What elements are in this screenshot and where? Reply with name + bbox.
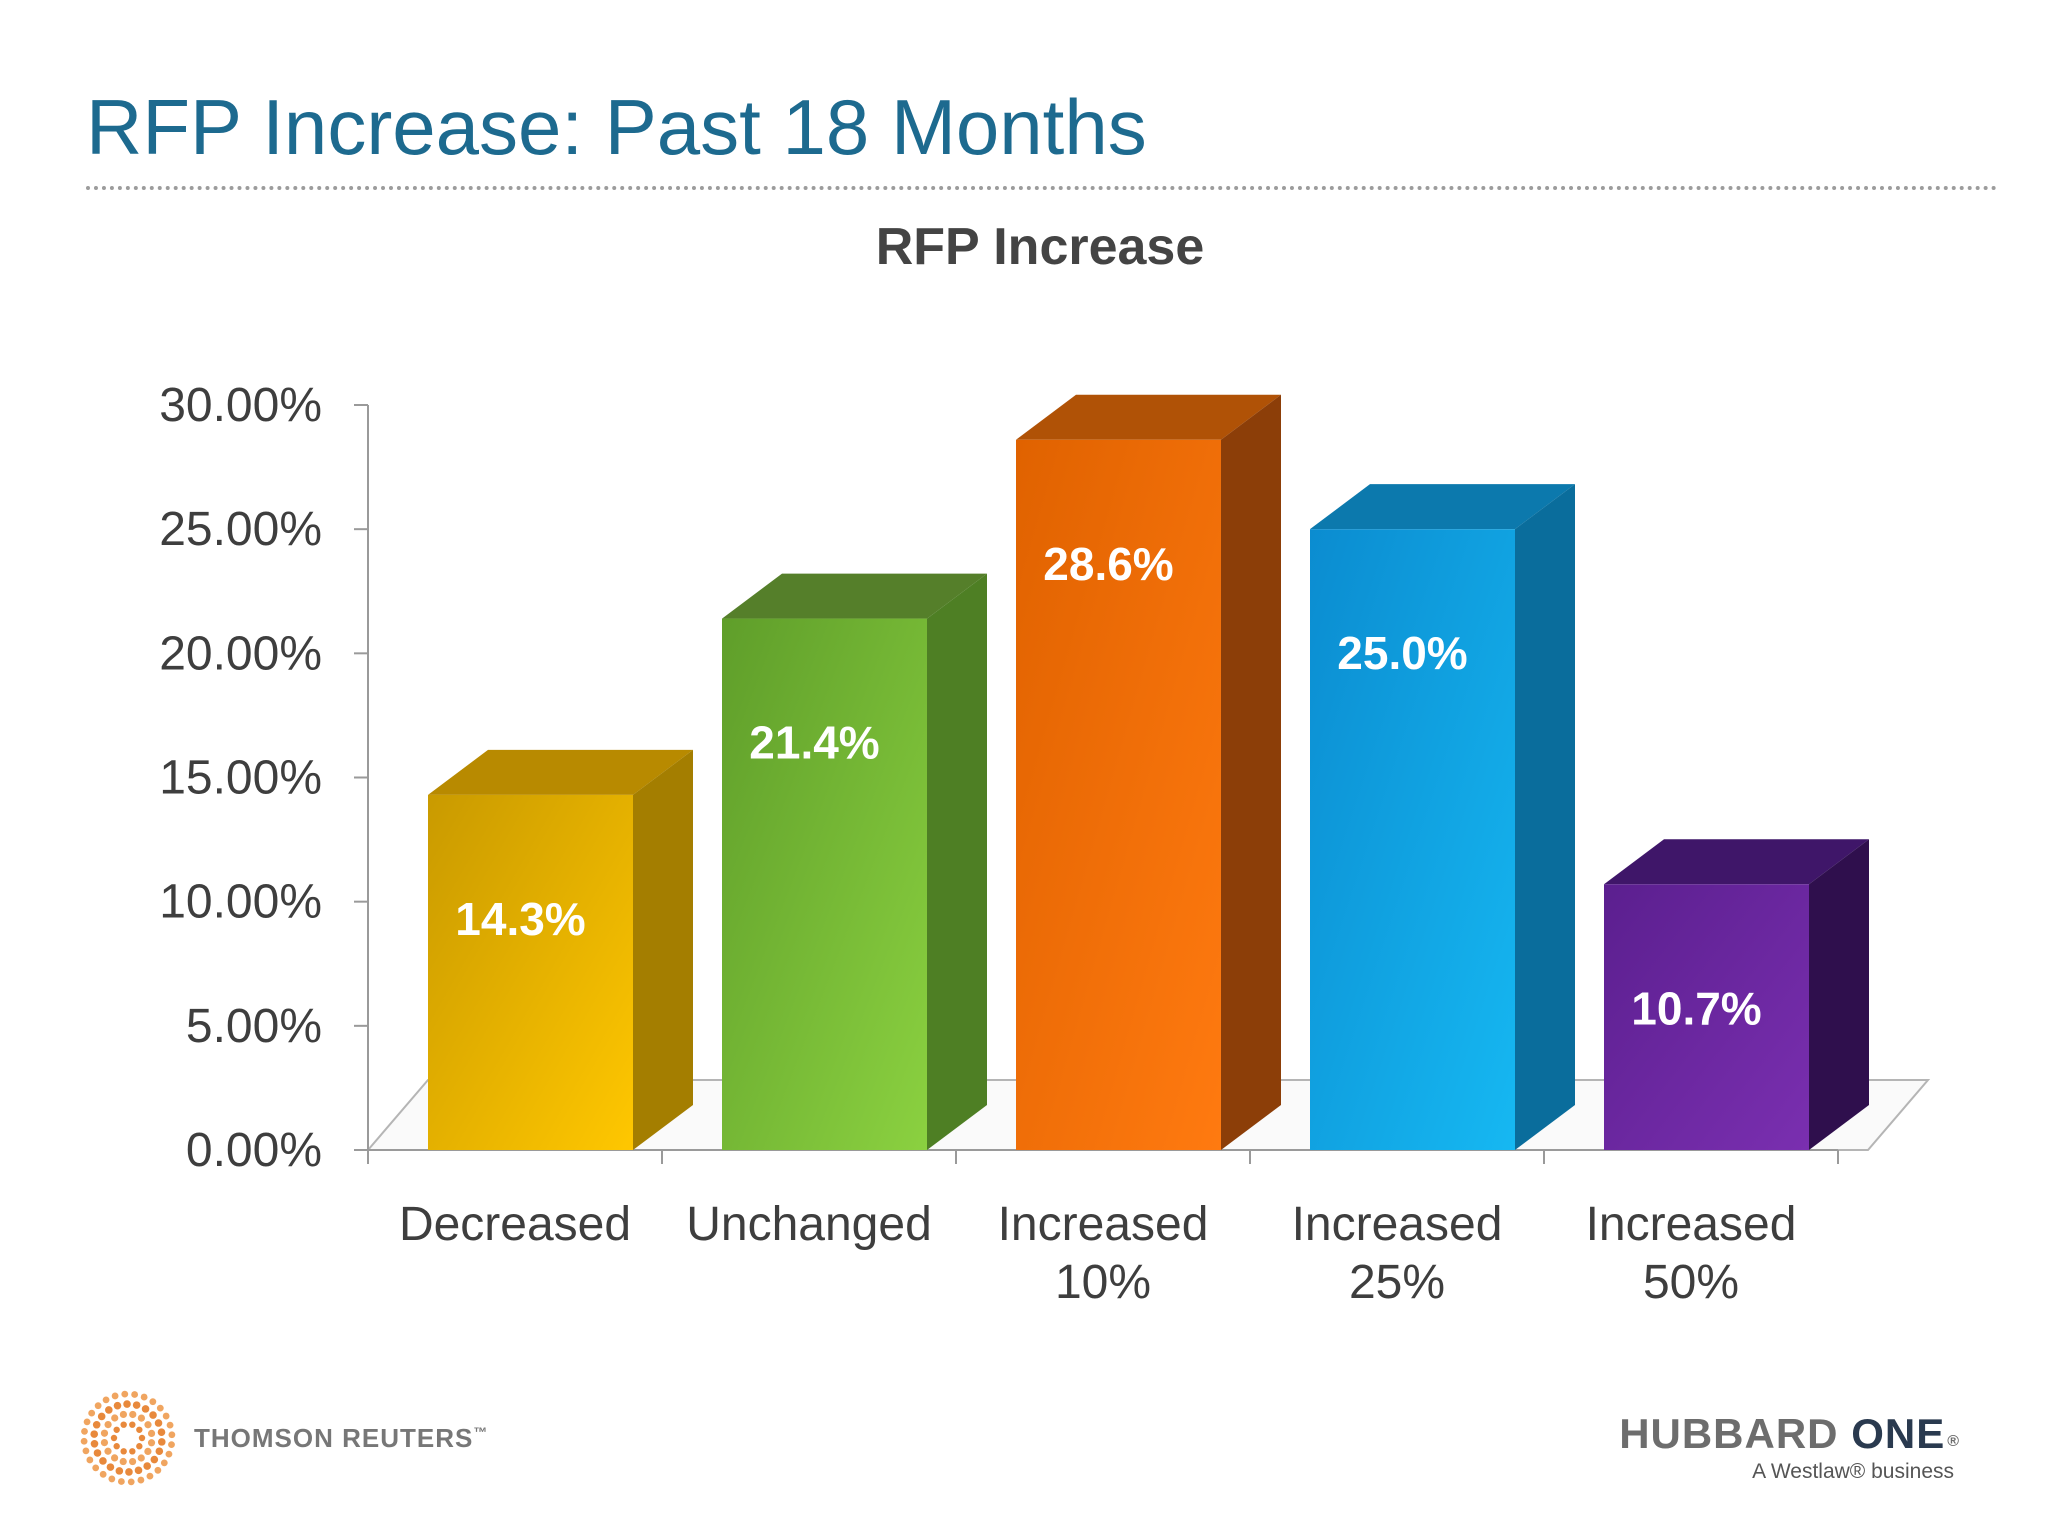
slide-title: RFP Increase: Past 18 Months <box>86 83 1147 171</box>
bar-top-face <box>722 573 987 619</box>
bar-front-face <box>722 618 927 1150</box>
data-label: 21.4% <box>749 717 879 769</box>
bar-side-face <box>1515 484 1575 1151</box>
bar-2 <box>1016 394 1281 1150</box>
y-tick-label: 5.00% <box>186 1000 322 1053</box>
title-divider <box>86 186 1998 190</box>
y-tick-label: 15.00% <box>159 752 322 805</box>
thomson-reuters-logo: THOMSON REUTERS™ <box>80 1390 488 1486</box>
bar-side-face <box>1221 394 1281 1150</box>
chart-axes: 0.00% 5.00% 10.00% 15.00% 20.00% 25.00% 30.00% <box>159 379 1839 1177</box>
bar-front-face <box>428 794 633 1150</box>
bar-1 <box>722 573 987 1150</box>
data-label: 14.3% <box>455 893 585 945</box>
data-label: 28.6% <box>1043 538 1173 590</box>
y-tick-label: 10.00% <box>159 876 322 929</box>
bar-front-face <box>1604 884 1809 1150</box>
bar-top-face <box>1016 394 1281 440</box>
chart-title: RFP Increase <box>876 218 1205 276</box>
x-category-label: Increased 10% <box>998 1198 1209 1309</box>
chart-bars <box>428 394 1869 1151</box>
thomson-reuters-tm: ™ <box>473 1423 489 1440</box>
data-label: 25.0% <box>1337 627 1467 679</box>
bar-front-face <box>1310 529 1515 1150</box>
x-category-label: Increased 25% <box>1292 1198 1503 1309</box>
hubbard-one-wordmark-a: HUBBARD <box>1619 1410 1839 1457</box>
chart-labels: 14.3% Decreased 21.4% Unchanged 28.6% Increas… <box>399 538 1796 1309</box>
bar-4 <box>1604 839 1869 1150</box>
x-category-label: Unchanged <box>686 1198 932 1251</box>
hubbard-one-logo: HUBBARD ONE ® A Westlaw® business <box>1600 1410 1960 1484</box>
bar-side-face <box>633 749 693 1150</box>
bar-front-face <box>1016 439 1221 1150</box>
data-label: 10.7% <box>1631 982 1761 1034</box>
x-category-label: Decreased <box>399 1198 631 1251</box>
thomson-reuters-wordmark: THOMSON REUTERS <box>194 1422 474 1453</box>
thomson-reuters-dots-icon <box>80 1390 176 1486</box>
bar-0 <box>428 749 693 1150</box>
bar-side-face <box>927 573 987 1150</box>
y-tick-label: 0.00% <box>186 1124 322 1177</box>
bar-top-face <box>428 749 693 795</box>
y-tick-label: 25.00% <box>159 503 322 556</box>
y-tick-label: 30.00% <box>159 379 322 432</box>
x-category-label: Increased 50% <box>1586 1198 1797 1309</box>
hubbard-one-reg: ® <box>1947 1433 1960 1450</box>
bar-side-face <box>1809 839 1869 1150</box>
bar-top-face <box>1310 484 1575 530</box>
bar-top-face <box>1604 839 1869 885</box>
hubbard-one-tagline: A Westlaw® business <box>1752 1460 1954 1483</box>
bar-3 <box>1310 484 1575 1151</box>
hubbard-one-wordmark-b: ONE <box>1851 1410 1946 1457</box>
y-tick-label: 20.00% <box>159 627 322 680</box>
